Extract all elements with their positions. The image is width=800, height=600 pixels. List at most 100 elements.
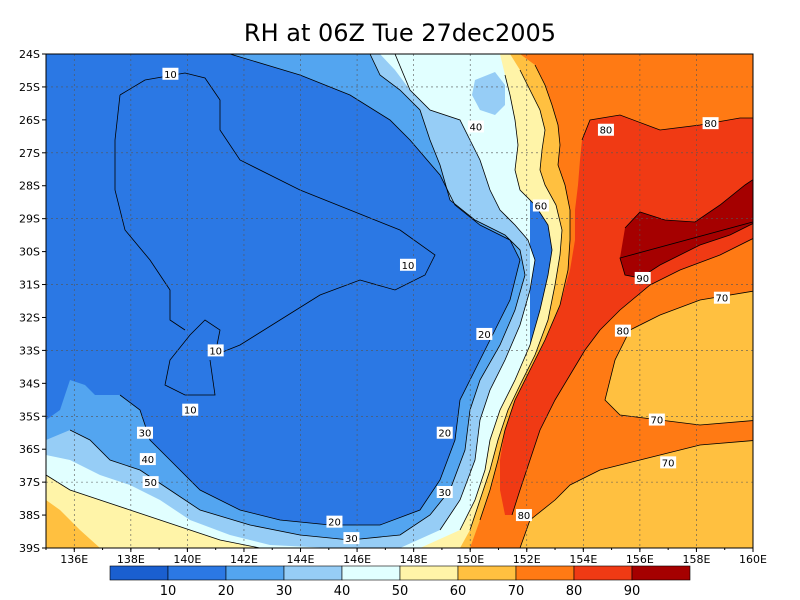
contour-label: 80	[515, 509, 532, 522]
contour-label-text: 30	[345, 534, 358, 545]
contour-label-text: 10	[184, 406, 197, 417]
lat-tick-label: 32S	[19, 311, 40, 324]
rh-core-90	[620, 179, 753, 278]
rh-band-80-90	[500, 115, 753, 515]
contour-label-bg	[597, 123, 614, 136]
lon-tick-label: 152E	[513, 553, 541, 566]
contour-labels: 10 10 10 10 20 20 20 30 30 30 40 40 50 60 80 80 80 80 90 70…	[136, 67, 730, 545]
contour-label-text: 40	[469, 122, 482, 133]
plot-frame	[45, 53, 754, 549]
contour-label: 20	[476, 327, 493, 341]
contour-label-bg	[136, 426, 153, 439]
colorbar-swatch	[341, 565, 401, 581]
contour-90	[619, 179, 753, 279]
contour-label-text: 10	[164, 70, 177, 81]
contour-label: 40	[139, 453, 156, 466]
lat-tick-label: 28S	[19, 180, 40, 193]
contour-70	[479, 64, 753, 548]
contour-label-text: 20	[478, 330, 491, 341]
colorbar-swatch	[283, 565, 343, 581]
colorbar-label: 80	[566, 584, 583, 599]
lon-tick-label: 144E	[287, 553, 315, 566]
lat-tick-label: 33S	[19, 344, 40, 357]
contour-label-bg	[399, 258, 416, 271]
contour-label-text: 90	[636, 274, 649, 285]
contour-label-bg	[515, 509, 532, 522]
contour-label-text: 80	[704, 119, 717, 130]
colorbar-label: 60	[450, 584, 467, 599]
contour-label-bg	[467, 120, 484, 133]
colorbar-swatch	[573, 565, 633, 581]
colorbar-label: 90	[624, 584, 641, 599]
contour-label: 10	[162, 67, 179, 81]
contour-label: 60	[532, 199, 549, 212]
lon-tick-label: 158E	[682, 553, 710, 566]
contour-label-text: 70	[662, 458, 675, 469]
rh-field	[46, 54, 753, 548]
lat-tick-label: 31S	[19, 279, 40, 292]
lat-tick-label: 27S	[19, 147, 40, 160]
lon-tick-label: 136E	[60, 553, 88, 566]
contour-80	[511, 114, 753, 516]
colorbar-label: 70	[508, 584, 525, 599]
colorbar-label: 10	[160, 584, 177, 599]
colorbar-label: 20	[218, 584, 235, 599]
contour-label-text: 70	[716, 294, 729, 305]
contour-label-text: 20	[328, 518, 341, 529]
colorbar-swatch	[631, 565, 691, 581]
rh-region-60-70-east	[605, 291, 753, 425]
contour-label-text: 20	[438, 429, 451, 440]
contour-label-bg	[648, 413, 665, 426]
lon-tick-labels: 136E 138E 140E 142E 144E 146E 148E 150E 152E 154E…	[60, 553, 767, 566]
contour-label-text: 60	[535, 201, 548, 212]
gridlines	[46, 54, 753, 548]
contour-label: 80	[597, 123, 614, 137]
contour-label: 30	[136, 426, 153, 440]
contour-label: 20	[436, 426, 453, 440]
contour-label: 30	[436, 486, 453, 499]
contour-label-bg	[139, 453, 156, 466]
contour-label-bg	[207, 344, 224, 357]
contour-label-bg	[343, 532, 360, 545]
contour-label: 50	[142, 476, 159, 489]
lat-tick-label: 30S	[19, 246, 40, 259]
map-title: RH at 06Z Tue 27dec2005	[244, 19, 556, 47]
contour-label-text: 80	[518, 511, 531, 522]
colorbar-swatch	[167, 565, 227, 581]
lat-tick-label: 24S	[19, 48, 40, 61]
contour-label-bg	[476, 327, 493, 340]
contour-label: 10	[399, 258, 416, 272]
contour-label-bg	[142, 476, 159, 489]
colorbar-swatch	[225, 565, 285, 581]
lat-tick-labels: 24S 25S 26S 27S 28S 29S 30S 31S 32S 33S 34S 35S 36S 3…	[19, 48, 40, 555]
contour-label-text: 50	[144, 478, 157, 489]
contour-label-text: 10	[402, 261, 415, 272]
contour-label-text: 40	[141, 455, 154, 466]
contour-label-bg	[436, 486, 453, 499]
contour-label: 70	[660, 456, 677, 469]
lon-tick-label: 154E	[569, 553, 597, 566]
contour-60	[469, 69, 563, 531]
lon-tick-label: 160E	[739, 553, 767, 566]
contour-label-bg	[614, 324, 631, 337]
contour-label-bg	[532, 199, 549, 212]
rh-pocket-30-40	[472, 72, 505, 115]
contour-50	[459, 74, 553, 531]
contour-label: 10	[182, 403, 199, 417]
colorbar-labels: 10 20 30 40 50 60 70 80 90	[160, 584, 641, 599]
lat-tick-label: 34S	[19, 377, 40, 390]
contour-label-text: 80	[617, 327, 630, 338]
lon-tick-label: 140E	[173, 553, 201, 566]
lat-tick-label: 29S	[19, 213, 40, 226]
lat-tick-label: 38S	[19, 509, 40, 522]
lat-tick-label: 26S	[19, 114, 40, 127]
lon-tick-label: 146E	[343, 553, 371, 566]
contour-label: 90	[634, 271, 651, 285]
tick-marks	[42, 53, 754, 552]
contour-label-text: 80	[600, 126, 613, 137]
contour-label: 20	[326, 515, 343, 529]
contour-label: 80	[702, 117, 719, 130]
colorbar-label: 40	[334, 584, 351, 599]
lat-tick-label: 36S	[19, 443, 40, 456]
